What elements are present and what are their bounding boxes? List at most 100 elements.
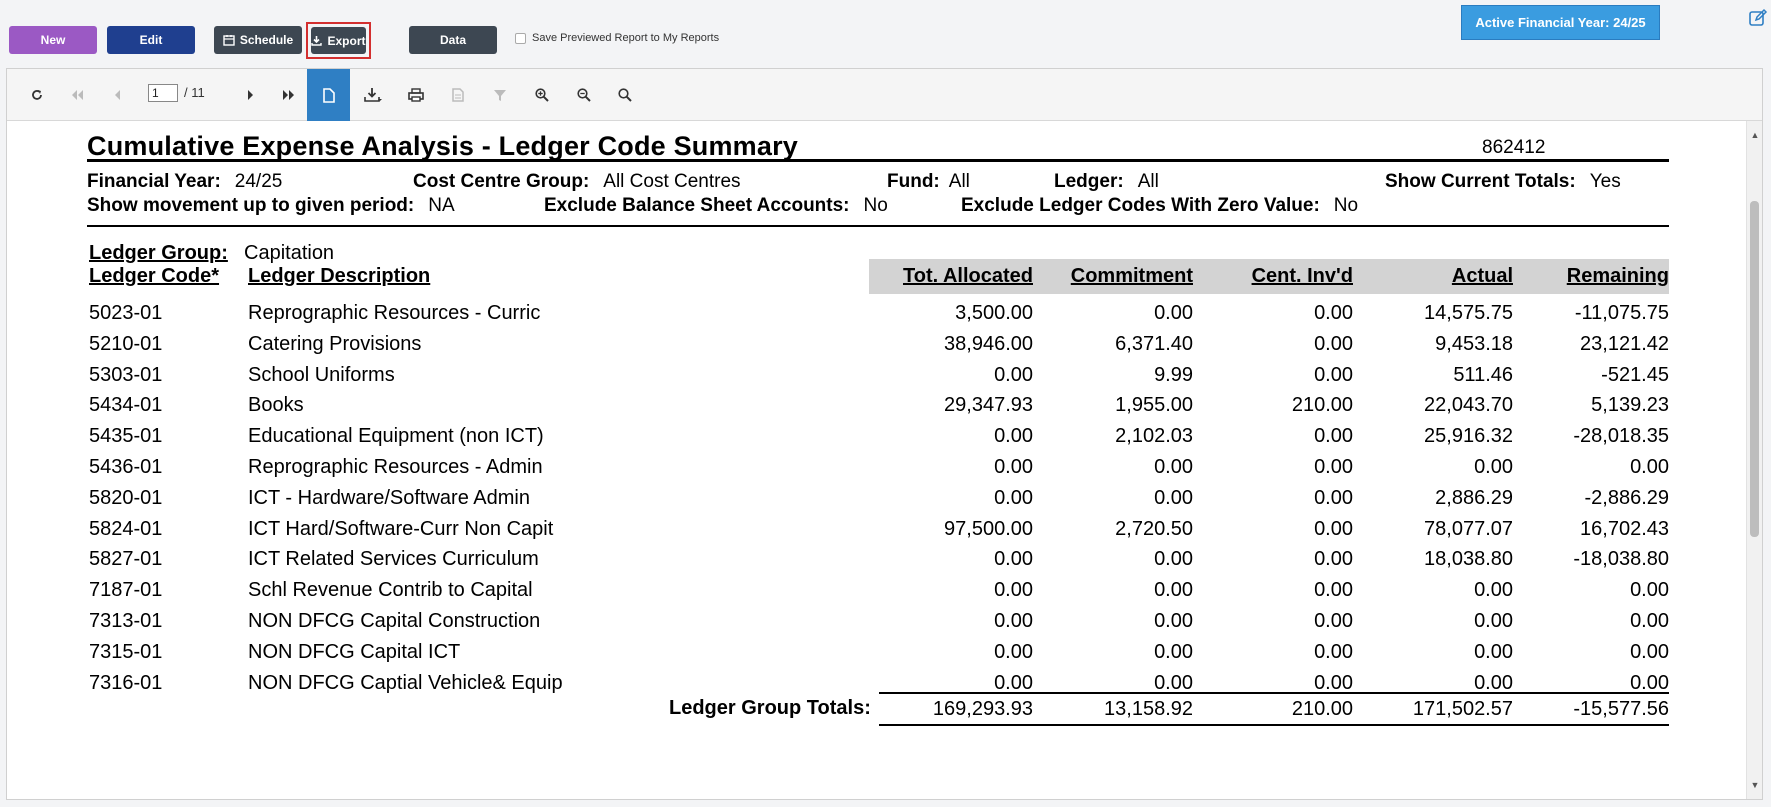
totals-rule-bottom: [879, 724, 1669, 726]
ledger-description-cell: ICT Hard/Software-Curr Non Capit: [248, 517, 554, 540]
ledger-group-value: Capitation: [244, 242, 335, 264]
report-viewer: 1 / 11 Cumul: [6, 68, 1763, 800]
meta-ledger: Ledger: All: [1054, 171, 1159, 193]
scroll-down-arrow-icon[interactable]: ▼: [1750, 780, 1760, 790]
commitment-cell: 1,955.00: [1115, 394, 1193, 417]
scrollbar-thumb[interactable]: [1750, 201, 1759, 537]
total-actual: 171,502.57: [1412, 698, 1513, 720]
table-row: 5434-01 Books 29,347.93 1,955.00 210.00 22,04…: [7, 394, 1746, 424]
actual-cell: 22,043.70: [1424, 394, 1513, 417]
edit-button[interactable]: Edit: [107, 26, 195, 54]
zoom-out-icon: [577, 88, 591, 102]
schedule-button-label: Schedule: [239, 33, 294, 47]
table-row: 5303-01 School Uniforms 0.00 9.99 0.00 511.46…: [7, 364, 1746, 394]
table-row: 7316-01 NON DFCG Captial Vehicle& Equip 0.…: [7, 672, 1746, 702]
edit-button-label: Edit: [139, 33, 163, 47]
cent-invd-cell: 0.00: [1314, 640, 1353, 663]
refresh-button[interactable]: [17, 69, 57, 121]
prev-page-button[interactable]: [97, 69, 137, 121]
meta-show-current-totals: Show Current Totals: Yes: [1385, 171, 1621, 193]
totals-rule-top: [879, 692, 1669, 694]
vertical-scrollbar[interactable]: ▲ ▼: [1746, 121, 1762, 799]
export-button[interactable]: Export: [311, 27, 366, 54]
calendar-icon: [223, 35, 235, 46]
single-page-icon: [322, 87, 335, 103]
edit-icon[interactable]: [1748, 8, 1768, 28]
last-page-button[interactable]: [269, 69, 309, 121]
col-header-actual: Actual: [1451, 265, 1513, 287]
filter-button[interactable]: [480, 69, 520, 121]
download-toolbar-button[interactable]: [353, 69, 393, 121]
active-financial-year-label: Active Financial Year: 24/25: [1475, 15, 1646, 30]
meta-exclude-balance-sheet: Exclude Balance Sheet Accounts: No: [544, 195, 888, 217]
schedule-button[interactable]: Schedule: [214, 26, 302, 54]
actual-cell: 9,453.18: [1435, 332, 1513, 355]
col-header-code: Ledger Code*: [89, 265, 220, 287]
commitment-cell: 0.00: [1154, 486, 1193, 509]
meta-value: 24/25: [234, 171, 283, 192]
ledger-code-cell: 7313-01: [89, 610, 163, 632]
meta-fund: Fund: All: [887, 171, 970, 193]
active-financial-year-badge[interactable]: Active Financial Year: 24/25: [1461, 5, 1660, 40]
meta-financial-year: Financial Year: 24/25: [87, 171, 282, 193]
commitment-cell: 0.00: [1154, 610, 1193, 632]
allocated-cell: 97,500.00: [944, 517, 1033, 540]
meta-label: Show Current Totals:: [1385, 171, 1576, 192]
zoom-reset-button[interactable]: [605, 69, 645, 121]
ledger-code-cell: 5303-01: [89, 363, 163, 386]
cent-invd-cell: 0.00: [1314, 302, 1353, 324]
meta-label: Cost Centre Group:: [413, 171, 590, 192]
total-remaining: -15,577.56: [1573, 698, 1669, 720]
ledger-description-cell: Educational Equipment (non ICT): [248, 425, 544, 448]
meta-value: NA: [428, 195, 455, 216]
meta-value: No: [1333, 195, 1359, 216]
allocated-cell: 0.00: [994, 640, 1033, 663]
actual-cell: 0.00: [1474, 671, 1513, 694]
meta-cost-centre-group: Cost Centre Group: All Cost Centres: [413, 171, 741, 193]
refresh-icon: [32, 90, 42, 100]
zoom-out-button[interactable]: [564, 69, 604, 121]
new-button[interactable]: New: [9, 26, 97, 54]
download-icon: [311, 36, 323, 46]
table-row: 5436-01 Reprographic Resources - Admin 0.0…: [7, 456, 1746, 486]
print-button[interactable]: [396, 69, 436, 121]
first-page-button[interactable]: [57, 69, 97, 121]
title-rule: [87, 159, 1669, 162]
meta-label: Financial Year:: [87, 171, 221, 192]
report-page: Cumulative Expense Analysis - Ledger Cod…: [7, 121, 1746, 799]
remaining-cell: -521.45: [1601, 363, 1669, 386]
commitment-cell: 0.00: [1154, 456, 1193, 478]
document-button[interactable]: [438, 69, 478, 121]
cent-invd-cell: 0.00: [1314, 610, 1353, 632]
next-page-button[interactable]: [231, 69, 271, 121]
cent-invd-cell: 0.00: [1314, 579, 1353, 602]
meta-label: Exclude Balance Sheet Accounts:: [544, 195, 850, 216]
ledger-description-cell: NON DFCG Capital Construction: [248, 610, 541, 632]
save-report-checkbox-row[interactable]: Save Previewed Report to My Reports: [515, 32, 719, 44]
scroll-up-arrow-icon[interactable]: ▲: [1750, 130, 1760, 140]
col-header-description: Ledger Description: [248, 265, 431, 287]
actual-cell: 0.00: [1474, 610, 1513, 632]
actual-cell: 14,575.75: [1424, 302, 1513, 324]
actual-cell: 78,077.07: [1424, 517, 1513, 540]
commitment-cell: 0.00: [1154, 302, 1193, 324]
ledger-description-cell: Schl Revenue Contrib to Capital: [248, 579, 533, 602]
ledger-code-cell: 5023-01: [89, 302, 163, 324]
zoom-in-button[interactable]: [522, 69, 562, 121]
remaining-cell: 0.00: [1630, 579, 1669, 602]
single-page-view-button[interactable]: [307, 69, 350, 121]
report-id: 862412: [1482, 137, 1546, 158]
meta-value: All Cost Centres: [603, 171, 741, 192]
table-row: 7315-01 NON DFCG Capital ICT 0.00 0.00 0.00 0…: [7, 641, 1746, 671]
totals-label: Ledger Group Totals:: [669, 697, 871, 719]
action-bar: New Edit Schedule Export Data Save Previ…: [0, 0, 1771, 66]
ledger-description-cell: NON DFCG Capital ICT: [248, 640, 461, 663]
data-button[interactable]: Data: [409, 26, 497, 54]
ledger-code-cell: 7187-01: [89, 579, 163, 602]
print-icon: [408, 88, 424, 102]
save-report-checkbox[interactable]: [515, 32, 526, 44]
download-icon: [364, 88, 382, 102]
new-button-label: New: [40, 33, 66, 47]
page-number-input[interactable]: 1: [148, 84, 178, 102]
ledger-description-cell: ICT - Hardware/Software Admin: [248, 486, 530, 509]
